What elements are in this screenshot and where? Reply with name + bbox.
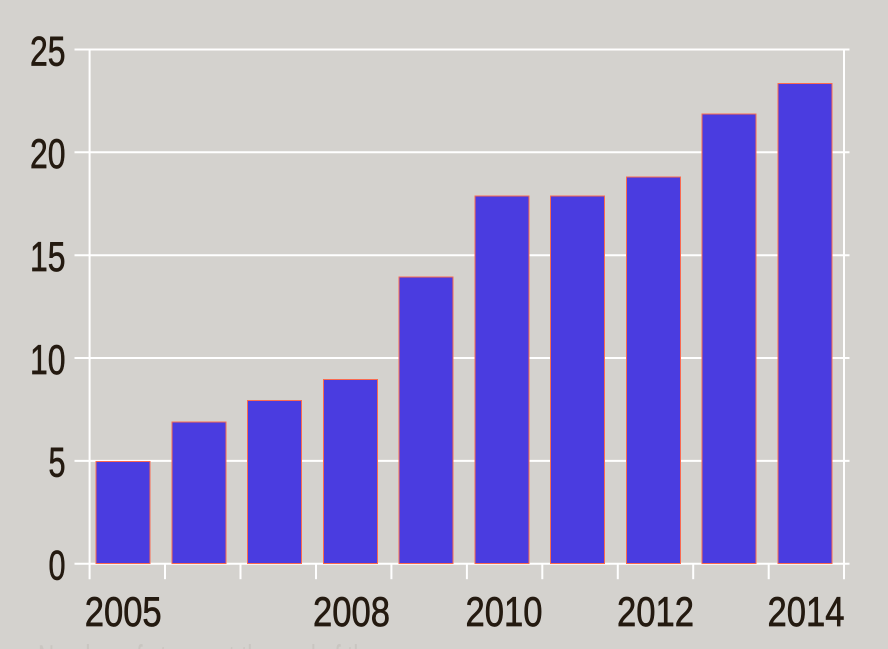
svg-text:5: 5: [49, 439, 66, 486]
svg-text:25: 25: [30, 27, 66, 74]
svg-text:Number of stores at the end of: Number of stores at the end of the year: [38, 639, 428, 649]
svg-text:0: 0: [49, 542, 66, 589]
svg-text:2012: 2012: [617, 588, 694, 635]
svg-text:20: 20: [30, 130, 66, 177]
svg-text:15: 15: [30, 233, 66, 280]
svg-text:2014: 2014: [768, 588, 845, 635]
svg-text:2008: 2008: [313, 588, 390, 635]
svg-text:10: 10: [30, 336, 66, 383]
svg-text:2005: 2005: [85, 588, 162, 635]
svg-text:2010: 2010: [466, 588, 543, 635]
